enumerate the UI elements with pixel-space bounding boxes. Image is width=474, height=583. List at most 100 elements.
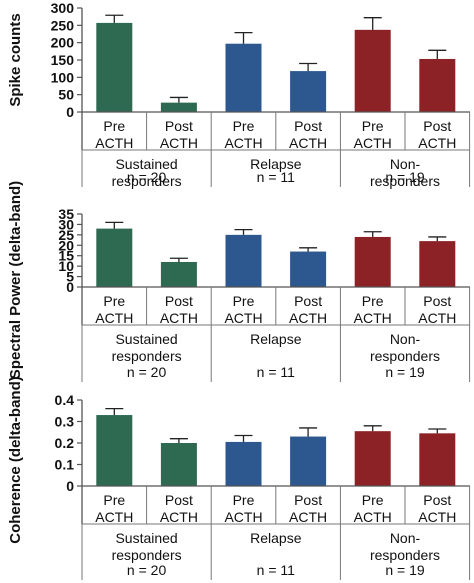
bar <box>96 228 133 287</box>
y-tick-label: 250 <box>51 17 75 33</box>
bar <box>354 431 391 486</box>
group-n-label: n = 20 <box>127 169 167 185</box>
bar <box>225 43 262 112</box>
y-tick-label: 20 <box>58 237 74 253</box>
condition-label: ACTH <box>418 310 456 326</box>
y-tick-label: 150 <box>51 52 75 68</box>
condition-label: ACTH <box>224 135 262 151</box>
bar <box>354 29 391 113</box>
y-tick-label: 50 <box>58 87 74 103</box>
group-label: responders <box>370 173 440 189</box>
condition-label: Post <box>165 293 193 309</box>
group-n-label: n = 19 <box>385 364 425 380</box>
condition-label: Post <box>423 293 451 309</box>
bar <box>160 443 197 486</box>
bar <box>290 71 327 112</box>
condition-label: Post <box>423 118 451 134</box>
y-tick-label: 35 <box>58 206 74 222</box>
y-axis-label: Spectral Power (delta-band) <box>7 181 24 379</box>
condition-label: Post <box>165 118 193 134</box>
group-label: responders <box>112 547 182 563</box>
group-label: responders <box>370 547 440 563</box>
y-tick-label: 30 <box>58 216 74 232</box>
condition-label: Pre <box>233 293 255 309</box>
group-n-label: n = 11 <box>257 169 295 185</box>
condition-label: ACTH <box>354 310 392 326</box>
y-tick-label: 5 <box>66 269 74 285</box>
group-n-label: n = 20 <box>127 562 167 578</box>
condition-label: Pre <box>362 293 384 309</box>
y-tick-label: 0.4 <box>55 392 75 408</box>
condition-label: Pre <box>103 492 125 508</box>
condition-label: Pre <box>103 118 125 134</box>
condition-label: Post <box>294 492 322 508</box>
condition-label: ACTH <box>95 310 133 326</box>
condition-label: ACTH <box>289 310 327 326</box>
group-label: Sustained <box>115 156 177 172</box>
condition-label: Pre <box>362 492 384 508</box>
y-tick-label: 200 <box>51 35 75 51</box>
condition-label: ACTH <box>160 509 198 525</box>
condition-label: ACTH <box>289 135 327 151</box>
condition-label: ACTH <box>224 310 262 326</box>
y-tick-label: 0.2 <box>55 435 75 451</box>
bar <box>160 102 197 112</box>
condition-label: ACTH <box>224 509 262 525</box>
condition-label: ACTH <box>354 509 392 525</box>
bar <box>96 22 133 113</box>
group-n-label: n = 20 <box>127 364 167 380</box>
condition-label: ACTH <box>160 135 198 151</box>
condition-label: Post <box>294 293 322 309</box>
y-axis-label: Spike counts <box>7 13 24 106</box>
group-label: Relapse <box>250 156 302 172</box>
bar <box>96 415 133 486</box>
condition-label: ACTH <box>418 135 456 151</box>
group-n-label: n = 19 <box>385 562 425 578</box>
condition-label: ACTH <box>160 310 198 326</box>
condition-label: Post <box>423 492 451 508</box>
condition-label: Pre <box>233 118 255 134</box>
bar <box>419 241 456 287</box>
bar <box>290 436 327 486</box>
bar <box>225 441 262 486</box>
bar <box>419 433 456 486</box>
bar <box>290 251 327 287</box>
group-n-label: n = 11 <box>257 364 295 380</box>
condition-label: Post <box>294 118 322 134</box>
bar <box>225 234 262 287</box>
y-tick-label: 15 <box>58 248 74 264</box>
group-label: responders <box>112 173 182 189</box>
group-label: Non- <box>390 530 421 546</box>
condition-label: ACTH <box>95 509 133 525</box>
y-tick-label: 300 <box>51 0 75 16</box>
y-tick-label: 0 <box>66 279 74 295</box>
bar <box>419 58 456 112</box>
group-label: Sustained <box>115 331 177 347</box>
group-label: Non- <box>390 331 421 347</box>
condition-label: Pre <box>233 492 255 508</box>
group-n-label: n = 19 <box>385 169 425 185</box>
y-tick-label: 10 <box>58 258 74 274</box>
condition-label: Post <box>165 492 193 508</box>
y-tick-label: 25 <box>58 227 74 243</box>
condition-label: ACTH <box>418 509 456 525</box>
y-axis-label: Coherence (delta-band) <box>7 376 24 544</box>
group-label: Relapse <box>250 530 302 546</box>
group-n-label: n = 11 <box>257 562 295 578</box>
group-label: responders <box>112 348 182 364</box>
condition-label: ACTH <box>354 135 392 151</box>
group-label: responders <box>370 348 440 364</box>
y-tick-label: 100 <box>51 69 75 85</box>
bar <box>160 261 197 287</box>
group-label: Relapse <box>250 331 302 347</box>
y-tick-label: 0 <box>66 478 74 494</box>
condition-label: Pre <box>362 118 384 134</box>
condition-label: ACTH <box>289 509 327 525</box>
y-tick-label: 0 <box>66 104 74 120</box>
y-tick-label: 0.3 <box>55 414 75 430</box>
group-label: Sustained <box>115 530 177 546</box>
